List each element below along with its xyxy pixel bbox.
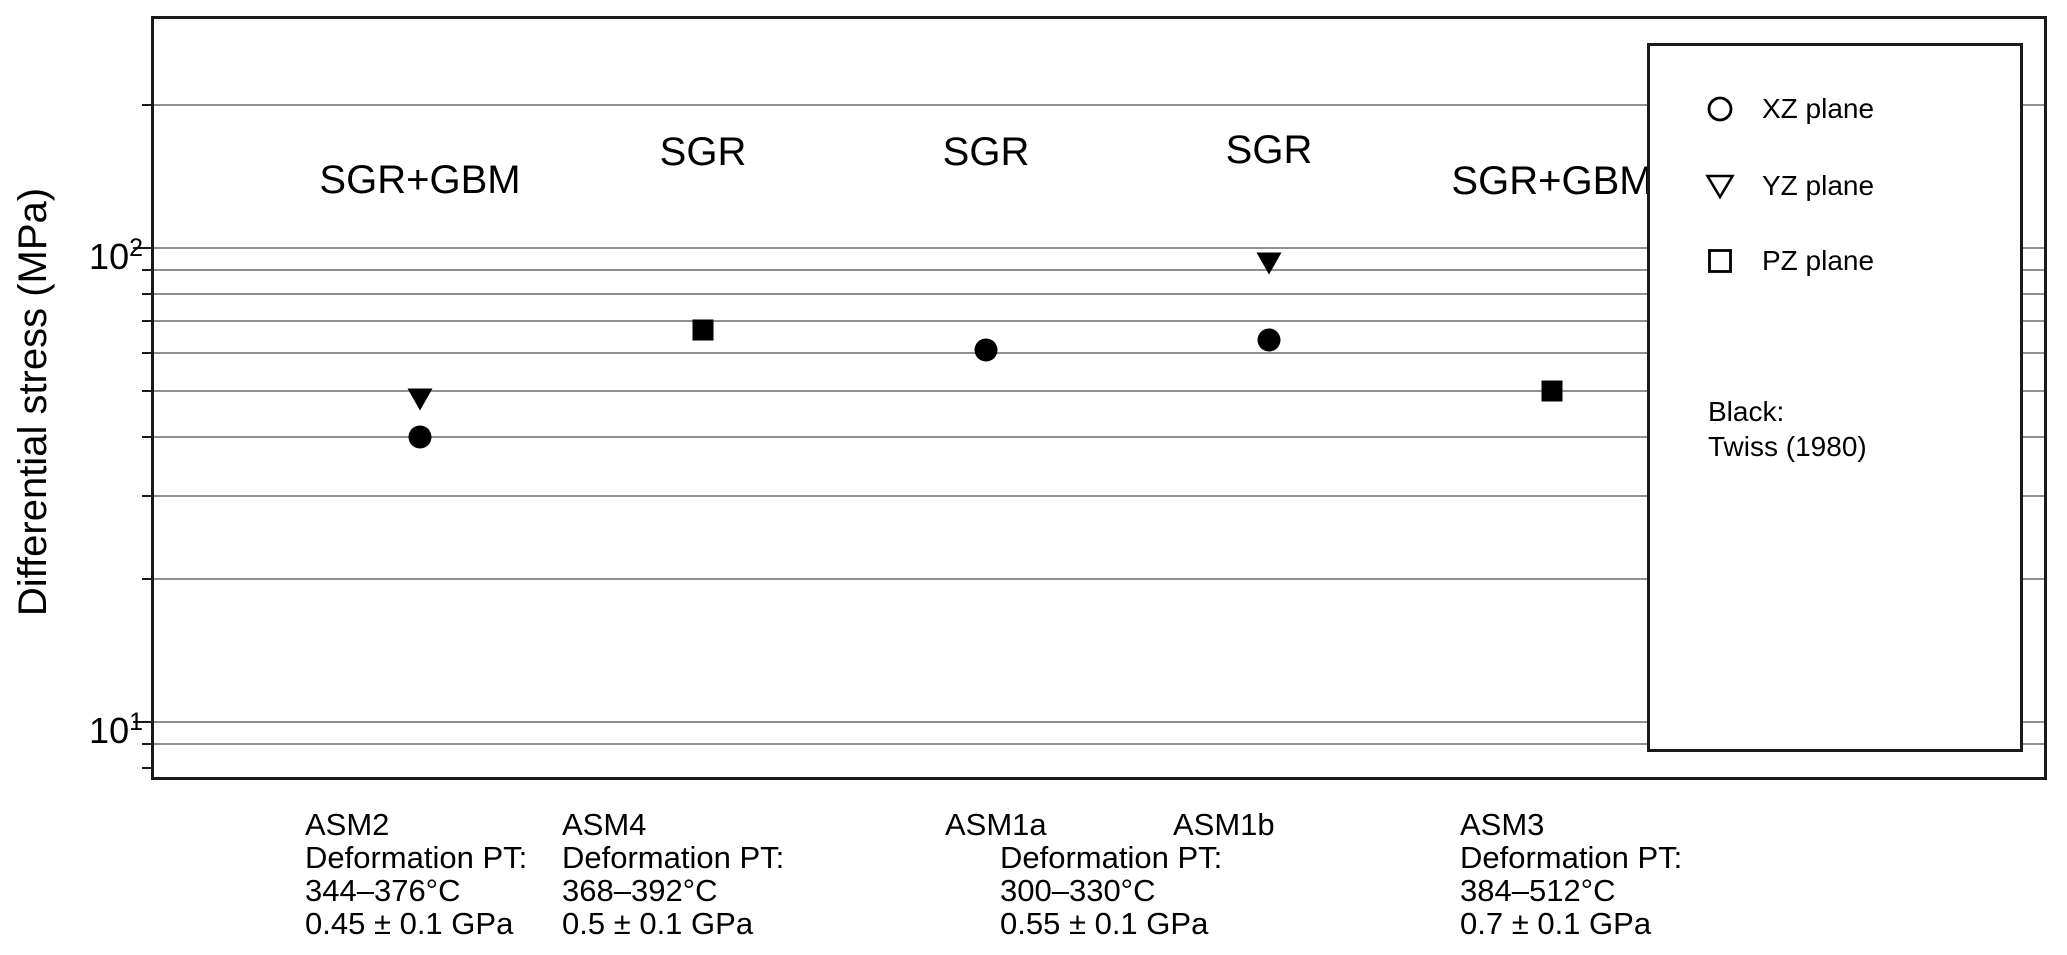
minor-tick-60: [142, 352, 151, 355]
sample-label-block-6: ASM3 Deformation PT: 384–512°C 0.7 ± 0.1 GP…: [1460, 808, 1682, 940]
y-tick-label-10e2: 102: [89, 234, 143, 277]
major-tick-10: [133, 721, 151, 723]
sample-label-line: ASM1a: [945, 807, 1047, 842]
data-point-asm4-pz-plane: [688, 315, 718, 345]
sample-label-line: Deformation PT:: [1000, 840, 1223, 875]
legend-item-label: YZ plane: [1762, 170, 1875, 201]
sample-label-line: 300–330°C: [1000, 873, 1156, 908]
y-tick-label-10e1: 101: [89, 708, 143, 751]
legend-item-label: PZ plane: [1762, 245, 1875, 276]
legend-item-xz-plane: XZ plane: [1650, 89, 2016, 129]
minor-tick-90: [142, 268, 151, 271]
minor-tick-40: [142, 435, 151, 438]
sample-label-block-3: ASM1a: [945, 808, 1047, 841]
sample-label-line: ASM3: [1460, 807, 1545, 842]
sample-label-line: 384–512°C: [1460, 873, 1616, 908]
annotation-asm1a: SGR: [942, 130, 1030, 174]
gridline-40: [154, 435, 2044, 438]
gridline-100: [154, 247, 2044, 249]
minor-tick-20: [142, 578, 151, 581]
sample-label-line: 0.7 ± 0.1 GPa: [1460, 906, 1652, 941]
sample-label-line: Deformation PT:: [562, 840, 785, 875]
data-point-asm2-xz-plane: [405, 422, 435, 452]
gridline-90: [154, 268, 2044, 271]
sample-label-block-4: ASM1b: [1173, 808, 1275, 841]
square-open-legend-icon: [1704, 245, 1736, 277]
legend-item-label: XZ plane: [1762, 93, 1875, 124]
data-point-asm2-yz-plane: [405, 384, 435, 414]
gridline-70: [154, 320, 2044, 323]
gridline-80: [154, 292, 2044, 295]
triangle-down-open-legend-icon: [1704, 170, 1736, 202]
legend-note-line-2: Twiss (1980): [1708, 431, 1867, 462]
y-axis-title: Differential stress (MPa): [11, 187, 55, 617]
legend-note: Black: Twiss (1980): [1708, 394, 1867, 464]
major-tick-100: [133, 247, 151, 249]
gridline-20: [154, 578, 2044, 581]
legend-box: Black: Twiss (1980) XZ plane YZ plane PZ p…: [1647, 43, 2023, 752]
minor-tick-200: [142, 104, 151, 107]
sample-label-line: 344–376°C: [305, 873, 461, 908]
sample-label-line: 368–392°C: [562, 873, 718, 908]
minor-tick-9: [142, 742, 151, 745]
annotation-asm4: SGR: [659, 130, 747, 174]
sample-label-line: ASM2: [305, 807, 390, 842]
data-point-asm1a-xz-plane: [971, 335, 1001, 365]
sample-label-block-2: ASM4 Deformation PT: 368–392°C 0.5 ± 0.1 GP…: [562, 808, 784, 940]
data-point-asm1b-xz-plane: [1254, 325, 1284, 355]
annotation-asm1b: SGR: [1225, 128, 1313, 172]
gridline-30: [154, 494, 2044, 497]
annotation-asm3: SGR+GBM: [1451, 159, 1653, 203]
minor-tick-8: [142, 766, 151, 769]
legend-note-line-1: Black:: [1708, 396, 1785, 427]
gridline-10: [154, 721, 2044, 723]
sample-label-line: Deformation PT:: [1460, 840, 1683, 875]
circle-open-legend-icon: [1704, 93, 1736, 125]
data-point-asm3-pz-plane: [1537, 376, 1567, 406]
minor-tick-70: [142, 320, 151, 323]
sample-label-line: 0.55 ± 0.1 GPa: [1000, 906, 1209, 941]
minor-tick-50: [142, 389, 151, 392]
gridline-200: [154, 104, 2044, 107]
y-tick-label-exponent: 2: [129, 234, 143, 262]
y-tick-label-exponent: 1: [129, 708, 143, 736]
sample-label-line: ASM4: [562, 807, 647, 842]
gridline-9: [154, 742, 2044, 745]
minor-tick-30: [142, 494, 151, 497]
data-point-asm1b-yz-plane: [1254, 248, 1284, 278]
gridline-60: [154, 352, 2044, 355]
minor-tick-80: [142, 292, 151, 295]
sample-label-line: 0.5 ± 0.1 GPa: [562, 906, 754, 941]
sample-label-line: Deformation PT:: [305, 840, 528, 875]
sample-label-line: ASM1b: [1173, 807, 1275, 842]
annotation-asm2: SGR+GBM: [319, 158, 521, 202]
sample-label-block-1: ASM2 Deformation PT: 344–376°C 0.45 ± 0.1 G…: [305, 808, 527, 940]
legend-item-pz-plane: PZ plane: [1650, 241, 2016, 281]
legend-item-yz-plane: YZ plane: [1650, 166, 2016, 206]
gridline-50: [154, 389, 2044, 392]
sample-label-line: 0.45 ± 0.1 GPa: [305, 906, 514, 941]
sample-label-block-5: Deformation PT: 300–330°C 0.55 ± 0.1 GPa: [1000, 841, 1222, 940]
